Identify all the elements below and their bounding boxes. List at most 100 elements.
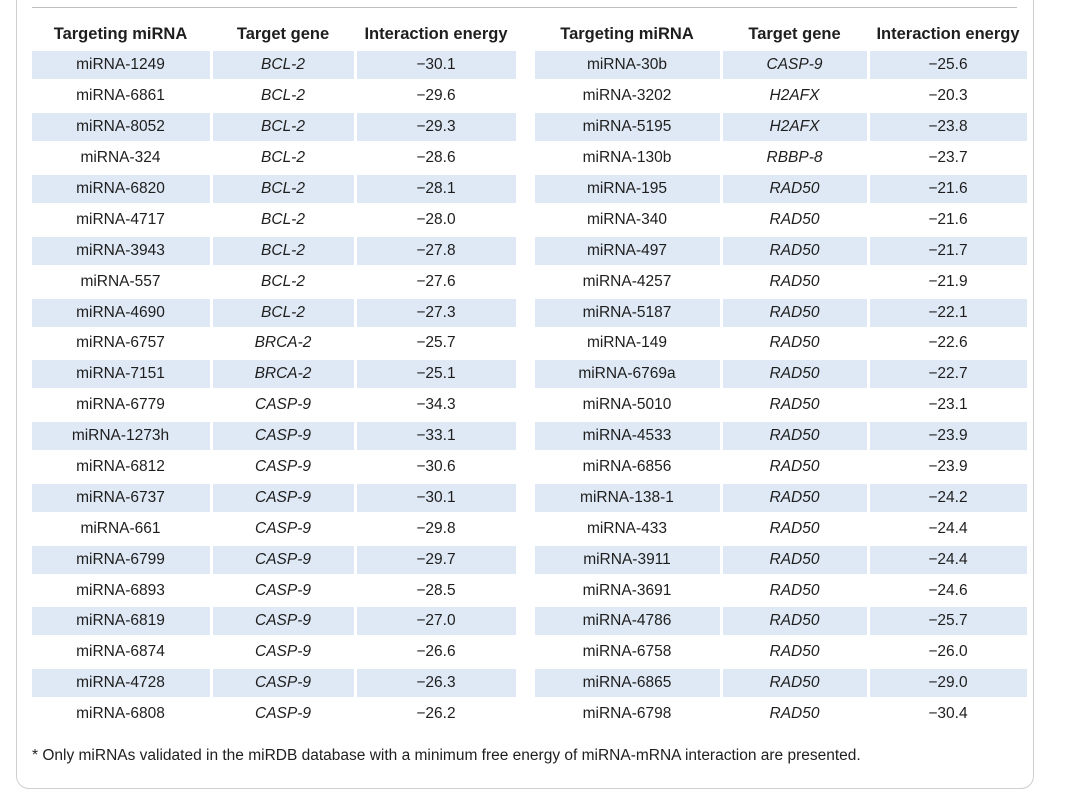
- column-gap: [517, 50, 533, 81]
- right-gene-cell: RAD50: [721, 235, 868, 266]
- column-gap: [517, 668, 533, 699]
- cell-text: miRNA-6865: [534, 669, 720, 698]
- cell-text: miRNA-6861: [76, 87, 165, 105]
- right-gene-cell: RAD50: [721, 359, 868, 390]
- right-energy-cell: −23.7: [868, 143, 1028, 174]
- cell-text: miRNA-130b: [582, 149, 672, 167]
- table-row: miRNA-6799 CASP-9 −29.7 miRNA-3911 RAD50 −24.…: [30, 544, 1028, 575]
- cell-text: CASP-9: [212, 545, 354, 574]
- left-mirna-cell: miRNA-6737: [30, 482, 211, 513]
- cell-text: miRNA-6856: [582, 458, 672, 476]
- left-energy-cell: −30.1: [355, 482, 517, 513]
- cell-text: miRNA-6808: [76, 705, 165, 723]
- left-mirna-cell: miRNA-324: [30, 143, 211, 174]
- left-mirna-cell: miRNA-1249: [30, 50, 211, 81]
- right-mirna-cell: miRNA-497: [533, 235, 721, 266]
- cell-text: miRNA-6769a: [534, 360, 720, 389]
- right-energy-cell: −24.4: [868, 544, 1028, 575]
- column-gap: [517, 699, 533, 730]
- cell-text: −24.4: [869, 545, 1027, 574]
- cell-text: −23.9: [869, 422, 1027, 451]
- left-energy-cell: −27.8: [355, 235, 517, 266]
- cell-text: −21.9: [928, 272, 968, 290]
- cell-text: −30.1: [356, 51, 516, 80]
- cell-text: BCL-2: [261, 272, 305, 290]
- cell-text: miRNA-6758: [582, 643, 672, 661]
- cell-text: −24.4: [928, 519, 968, 537]
- right-gene-cell: H2AFX: [721, 81, 868, 112]
- left-mirna-cell: miRNA-6757: [30, 328, 211, 359]
- cell-text: BCL-2: [261, 87, 305, 105]
- cell-text: miRNA-3691: [582, 581, 672, 599]
- right-mirna-cell: miRNA-433: [533, 513, 721, 544]
- left-gene-cell: BCL-2: [211, 174, 355, 205]
- column-gap: [517, 390, 533, 421]
- cell-text: BCL-2: [261, 210, 305, 228]
- right-gene-cell: RAD50: [721, 266, 868, 297]
- left-energy-cell: −25.7: [355, 328, 517, 359]
- cell-text: miRNA-497: [534, 236, 720, 265]
- table-row: miRNA-6820 BCL-2 −28.1 miRNA-195 RAD50 −21.6: [30, 174, 1028, 205]
- left-gene-cell: BRCA-2: [211, 359, 355, 390]
- cell-text: CASP-9: [255, 705, 311, 723]
- cell-text: −23.8: [869, 113, 1027, 142]
- column-header: Target gene: [236, 25, 330, 43]
- column-gap: [517, 174, 533, 205]
- cell-text: −26.6: [416, 643, 456, 661]
- right-mirna-cell: miRNA-4786: [533, 606, 721, 637]
- column-gap: [517, 606, 533, 637]
- right-mirna-cell: miRNA-6769a: [533, 359, 721, 390]
- left-gene-cell: CASP-9: [211, 421, 355, 452]
- right-gene-cell: RAD50: [721, 452, 868, 483]
- right-gene-cell: RAD50: [721, 513, 868, 544]
- column-header: Target gene: [748, 25, 841, 43]
- column-gap: [517, 637, 533, 668]
- left-mirna-cell: miRNA-557: [30, 266, 211, 297]
- cell-text: −21.7: [869, 236, 1027, 265]
- right-energy-cell: −21.9: [868, 266, 1028, 297]
- column-gap: [517, 482, 533, 513]
- cell-text: RAD50: [769, 396, 820, 414]
- column-gap: [517, 19, 533, 50]
- right-energy-cell: −25.6: [868, 50, 1028, 81]
- cell-text: miRNA-1249: [31, 51, 210, 80]
- cell-text: −29.0: [869, 669, 1027, 698]
- cell-text: BCL-2: [212, 113, 354, 142]
- right-gene-cell: RAD50: [721, 606, 868, 637]
- right-mirna-cell: miRNA-138-1: [533, 482, 721, 513]
- column-gap: [517, 143, 533, 174]
- column-gap: [517, 575, 533, 606]
- left-gene-cell: CASP-9: [211, 390, 355, 421]
- right-energy-cell: −25.7: [868, 606, 1028, 637]
- cell-text: CASP-9: [722, 51, 867, 80]
- left-energy-cell: −29.7: [355, 544, 517, 575]
- cell-text: CASP-9: [212, 483, 354, 512]
- table-row: miRNA-6861 BCL-2 −29.6 miRNA-3202 H2AFX −20.3: [30, 81, 1028, 112]
- table-row: miRNA-6893 CASP-9 −28.5 miRNA-3691 RAD50 −24.…: [30, 575, 1028, 606]
- cell-text: −23.1: [928, 396, 968, 414]
- cell-text: miRNA-4533: [534, 422, 720, 451]
- column-gap: [517, 452, 533, 483]
- cell-text: RAD50: [769, 581, 820, 599]
- left-mirna-cell: miRNA-7151: [30, 359, 211, 390]
- right-gene-cell: RAD50: [721, 328, 868, 359]
- cell-text: miRNA-1273h: [31, 422, 210, 451]
- cell-text: miRNA-7151: [31, 360, 210, 389]
- cell-text: miRNA-6757: [76, 334, 165, 352]
- column-gap: [517, 513, 533, 544]
- table-row: miRNA-6757 BRCA-2 −25.7 miRNA-149 RAD50 −22.6: [30, 328, 1028, 359]
- right-energy-cell: −21.6: [868, 204, 1028, 235]
- cell-text: RAD50: [769, 272, 820, 290]
- cell-text: RBBP-8: [766, 149, 823, 167]
- left-mirna-cell: miRNA-6812: [30, 452, 211, 483]
- cell-text: H2AFX: [722, 113, 867, 142]
- cell-text: RAD50: [769, 210, 820, 228]
- cell-text: −21.6: [869, 175, 1027, 203]
- left-gene-cell: BCL-2: [211, 297, 355, 328]
- cell-text: RAD50: [722, 360, 867, 389]
- left-gene-cell: CASP-9: [211, 606, 355, 637]
- cell-text: −27.6: [416, 272, 456, 290]
- cell-text: miRNA-5195: [534, 113, 720, 142]
- column-gap: [517, 421, 533, 452]
- right-gene-cell: RAD50: [721, 174, 868, 205]
